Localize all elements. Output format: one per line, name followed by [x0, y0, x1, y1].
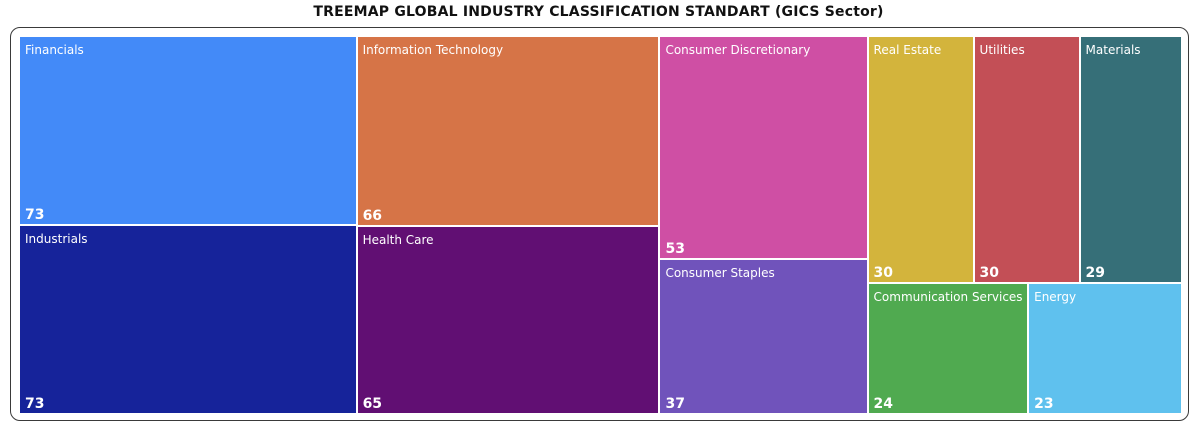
tile-label: Materials — [1085, 43, 1141, 57]
tile-value: 65 — [362, 395, 383, 412]
tile-value: 37 — [665, 395, 685, 412]
treemap-tile-real-estate[interactable]: Real Estate 30 — [867, 36, 974, 284]
tile-value: 66 — [362, 208, 383, 225]
tile-label: Real Estate — [873, 43, 942, 57]
tile-label: Communication Services — [873, 290, 1023, 305]
tile-label: Health Care — [362, 233, 434, 248]
tile-value: 53 — [665, 240, 685, 257]
treemap-tile-financials[interactable]: Financials 73 — [19, 36, 357, 225]
chart-title: TREEMAP GLOBAL INDUSTRY CLASSIFICATION S… — [313, 4, 884, 20]
treemap-tile-health-care[interactable]: Health Care 65 — [356, 226, 660, 414]
tile-value: 24 — [873, 395, 894, 412]
tile-value: 30 — [979, 265, 1000, 282]
tile-label: Energy — [1034, 290, 1077, 305]
tile-label: Consumer Staples — [665, 265, 775, 280]
tile-label: Information Technology — [362, 43, 504, 57]
treemap-tile-information-technology[interactable]: Information Technology 66 — [356, 36, 660, 227]
tile-label: Financials — [25, 43, 84, 57]
treemap-tile-energy[interactable]: Energy 23 — [1028, 283, 1182, 414]
tile-value: 29 — [1085, 265, 1106, 282]
tile-label: Utilities — [979, 43, 1025, 57]
treemap-tile-communication-services[interactable]: Communication Services 24 — [867, 283, 1029, 414]
chart-frame: Financials 73 Industrials 73 Information Tec… — [10, 27, 1189, 421]
tile-label: Industrials — [25, 232, 88, 246]
tile-value: 73 — [25, 396, 45, 412]
treemap-tile-materials[interactable]: Materials 29 — [1079, 36, 1182, 284]
tile-value: 30 — [873, 265, 894, 282]
treemap-tile-consumer-discretionary[interactable]: Consumer Discretionary 53 — [659, 36, 868, 259]
tile-label: Consumer Discretionary — [665, 43, 811, 57]
treemap-tile-industrials[interactable]: Industrials 73 — [19, 225, 357, 414]
tile-value: 73 — [25, 207, 45, 223]
tile-value: 23 — [1034, 395, 1054, 412]
treemap-tile-consumer-staples[interactable]: Consumer Staples 37 — [659, 258, 868, 414]
treemap-tile-utilities[interactable]: Utilities 30 — [973, 36, 1080, 284]
